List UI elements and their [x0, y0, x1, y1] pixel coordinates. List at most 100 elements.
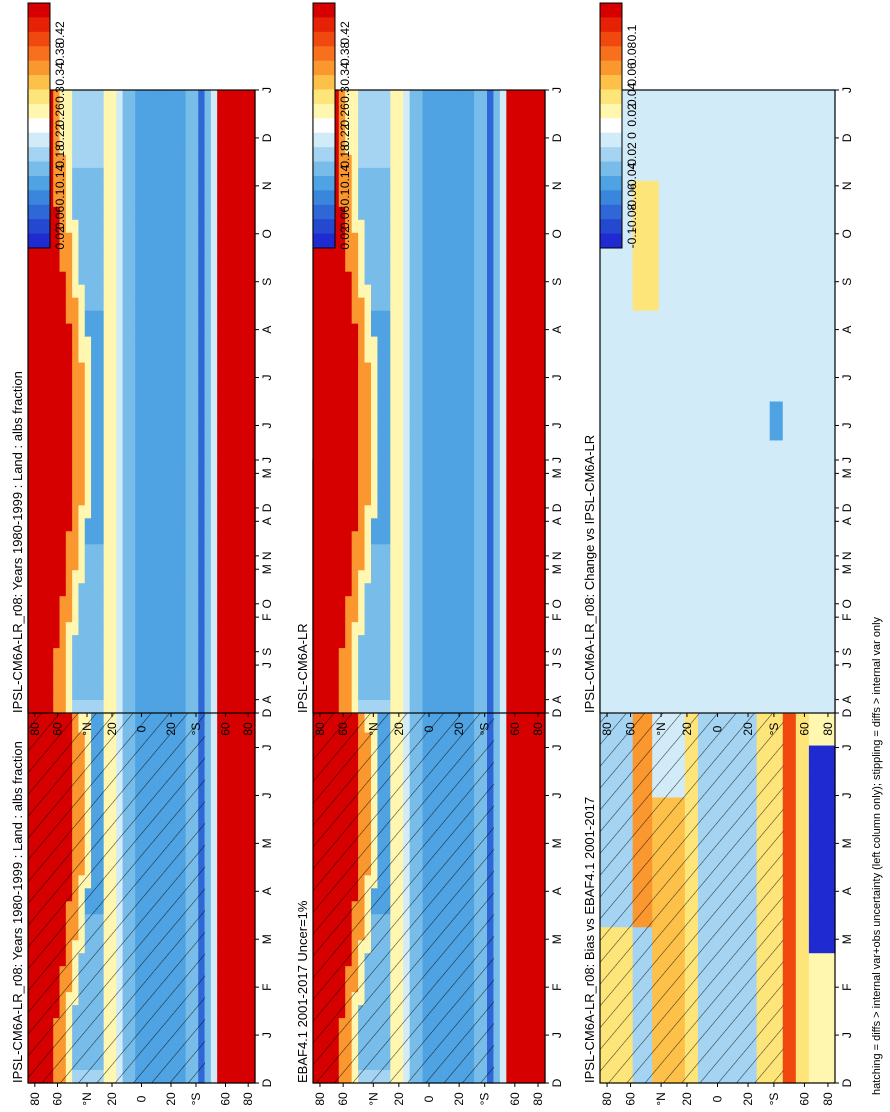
- heatmap-cell: [186, 453, 193, 467]
- heatmap-cell: [205, 544, 212, 558]
- heatmap-cell: [123, 103, 130, 117]
- heatmap-cell: [123, 687, 130, 701]
- heatmap-cell: [230, 570, 237, 584]
- heatmap-cell: [110, 220, 117, 234]
- heatmap-cell: [198, 116, 205, 130]
- heatmap-cell: [135, 285, 142, 299]
- heatmap-cell: [217, 953, 224, 967]
- heatmap-cell: [230, 849, 237, 863]
- heatmap-cell: [236, 376, 243, 390]
- heatmap-cell: [186, 363, 193, 377]
- heatmap-cell: [28, 492, 35, 506]
- heatmap-cell: [34, 479, 41, 493]
- heatmap-cell: [129, 181, 136, 195]
- heatmap-cell: [66, 479, 73, 493]
- heatmap-cell: [72, 596, 79, 610]
- heatmap-cell: [104, 453, 111, 467]
- heatmap-cell: [28, 402, 35, 416]
- heatmap-cell: [173, 324, 180, 338]
- heatmap-cell: [230, 1031, 237, 1045]
- heatmap-cell: [135, 402, 142, 416]
- heatmap-cell: [211, 700, 218, 714]
- heatmap-cell: [72, 700, 79, 714]
- heatmap-cell: [53, 298, 60, 312]
- heatmap-cell: [123, 453, 130, 467]
- heatmap-cell: [242, 376, 249, 390]
- heatmap-cell: [129, 324, 136, 338]
- heatmap-cell: [148, 518, 155, 532]
- heatmap-cell: [236, 389, 243, 403]
- heatmap-cell: [242, 466, 249, 480]
- heatmap-cell: [110, 440, 117, 454]
- heatmap-cell: [167, 570, 174, 584]
- heatmap-cell: [211, 427, 218, 441]
- heatmap-cell: [211, 940, 218, 954]
- heatmap-cell: [230, 862, 237, 876]
- heatmap-cell: [72, 414, 79, 428]
- heatmap-cell: [123, 648, 130, 662]
- heatmap-cell: [198, 700, 205, 714]
- heatmap-cell: [148, 324, 155, 338]
- lat-tick-label: 20: [164, 1092, 178, 1106]
- heatmap-cell: [85, 687, 92, 701]
- heatmap-cell: [217, 875, 224, 889]
- heatmap-cell: [78, 518, 85, 532]
- heatmap-cell: [91, 285, 98, 299]
- heatmap-cell: [211, 784, 218, 798]
- heatmap-cell: [34, 661, 41, 675]
- heatmap-cell: [123, 350, 130, 364]
- heatmap-cell: [173, 531, 180, 545]
- heatmap-cell: [47, 531, 54, 545]
- heatmap-cell: [41, 648, 48, 662]
- heatmap-cell: [186, 440, 193, 454]
- heatmap-cell: [205, 363, 212, 377]
- heatmap-cell: [160, 207, 167, 221]
- heatmap-cell: [142, 337, 149, 351]
- heatmap-cell: [135, 90, 142, 104]
- heatmap-cell: [230, 1005, 237, 1019]
- heatmap-cell: [198, 155, 205, 169]
- heatmap-cell: [186, 674, 193, 688]
- heatmap-cell: [72, 544, 79, 558]
- heatmap-cell: [110, 609, 117, 623]
- heatmap-cell: [60, 505, 67, 519]
- heatmap-cell: [116, 570, 123, 584]
- heatmap-cell: [129, 453, 136, 467]
- heatmap-cell: [205, 233, 212, 247]
- heatmap-cell: [97, 427, 104, 441]
- heatmap-cell: [205, 479, 212, 493]
- heatmap-cell: [116, 363, 123, 377]
- heatmap-cell: [186, 259, 193, 273]
- heatmap-cell: [72, 363, 79, 377]
- heatmap-cell: [211, 544, 218, 558]
- heatmap-cell: [205, 181, 212, 195]
- heatmap-cell: [167, 285, 174, 299]
- heatmap-cell: [148, 479, 155, 493]
- heatmap-cell: [198, 635, 205, 649]
- heatmap-cell: [97, 622, 104, 636]
- heatmap-cell: [242, 966, 249, 980]
- heatmap-cell: [28, 479, 35, 493]
- heatmap-cell: [85, 453, 92, 467]
- heatmap-cell: [104, 155, 111, 169]
- heatmap-cell: [179, 570, 186, 584]
- heatmap-cell: [85, 272, 92, 286]
- heatmap-cell: [104, 492, 111, 506]
- heatmap-cell: [192, 505, 199, 519]
- heatmap-cell: [242, 181, 249, 195]
- heatmap-cell: [66, 272, 73, 286]
- heatmap-cell: [179, 531, 186, 545]
- heatmap-cell: [186, 103, 193, 117]
- heatmap-cell: [142, 466, 149, 480]
- colorbar-tick-label: 0.14: [53, 164, 67, 188]
- heatmap-cell: [123, 376, 130, 390]
- heatmap-cell: [236, 311, 243, 325]
- heatmap-cell: [148, 220, 155, 234]
- heatmap-cell: [211, 337, 218, 351]
- heatmap-cell: [192, 376, 199, 390]
- heatmap-cell: [230, 583, 237, 597]
- heatmap-cell: [186, 376, 193, 390]
- heatmap-cell: [116, 246, 123, 260]
- heatmap-cell: [110, 479, 117, 493]
- heatmap-cell: [154, 466, 161, 480]
